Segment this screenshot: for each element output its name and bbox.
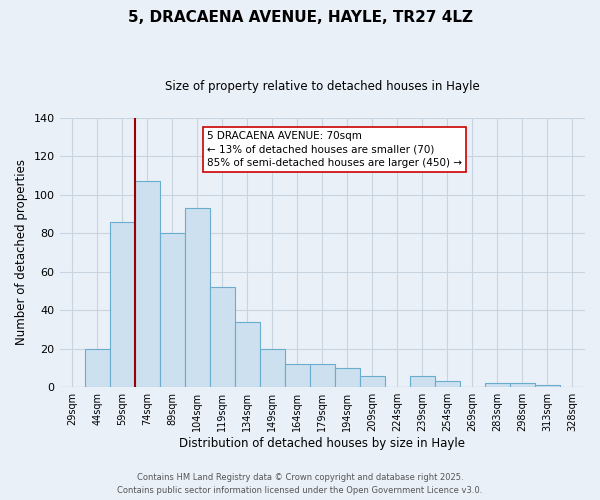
Bar	[134, 182, 160, 387]
Bar	[535, 386, 560, 387]
X-axis label: Distribution of detached houses by size in Hayle: Distribution of detached houses by size …	[179, 437, 465, 450]
Bar	[260, 348, 285, 387]
Bar	[310, 364, 335, 387]
Title: Size of property relative to detached houses in Hayle: Size of property relative to detached ho…	[165, 80, 479, 93]
Bar	[160, 233, 185, 387]
Bar	[235, 322, 260, 387]
Y-axis label: Number of detached properties: Number of detached properties	[15, 160, 28, 346]
Bar	[209, 287, 235, 387]
Bar	[110, 222, 134, 387]
Bar	[335, 368, 360, 387]
Bar	[510, 384, 535, 387]
Bar	[435, 382, 460, 387]
Bar	[360, 376, 385, 387]
Bar	[285, 364, 310, 387]
Text: Contains HM Land Registry data © Crown copyright and database right 2025.
Contai: Contains HM Land Registry data © Crown c…	[118, 474, 482, 495]
Bar	[485, 384, 510, 387]
Text: 5 DRACAENA AVENUE: 70sqm
← 13% of detached houses are smaller (70)
85% of semi-d: 5 DRACAENA AVENUE: 70sqm ← 13% of detach…	[206, 131, 461, 168]
Bar	[410, 376, 435, 387]
Text: 5, DRACAENA AVENUE, HAYLE, TR27 4LZ: 5, DRACAENA AVENUE, HAYLE, TR27 4LZ	[128, 10, 473, 25]
Bar	[85, 348, 110, 387]
Bar	[185, 208, 209, 387]
